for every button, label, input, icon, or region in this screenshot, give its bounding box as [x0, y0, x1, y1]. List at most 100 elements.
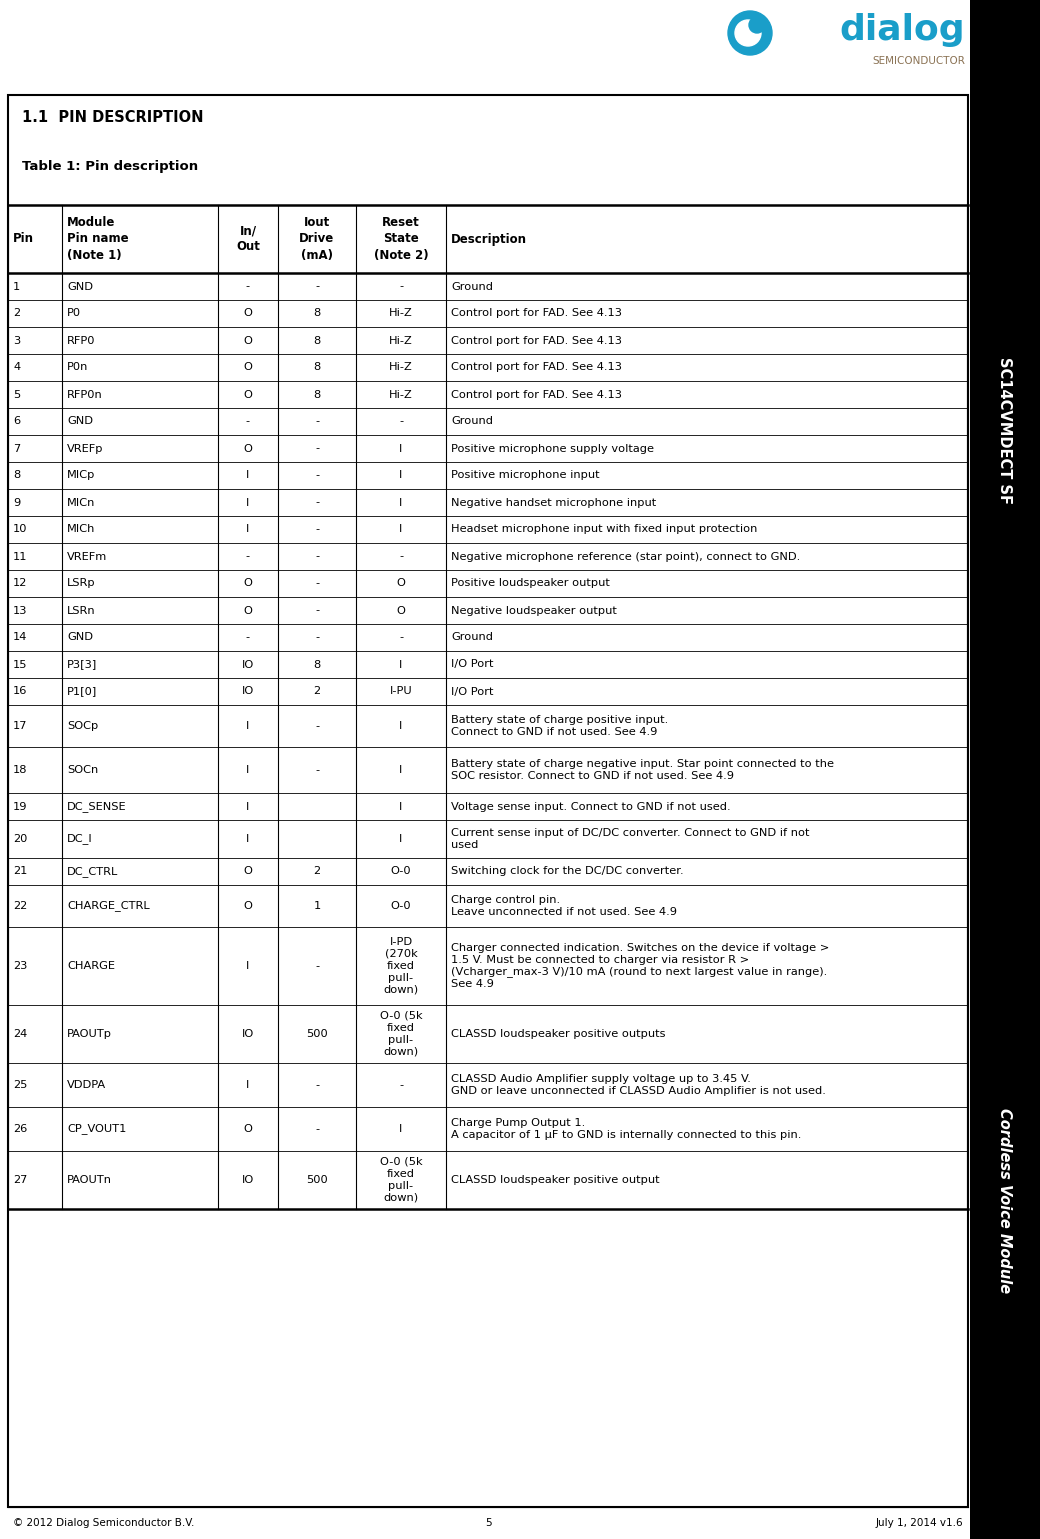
- Text: Charger connected indication. Switches on the device if voltage >
1.5 V. Must be: Charger connected indication. Switches o…: [451, 942, 829, 990]
- Text: I: I: [246, 525, 250, 534]
- Text: 12: 12: [12, 579, 27, 588]
- Circle shape: [749, 17, 765, 32]
- Text: P3[3]: P3[3]: [67, 660, 98, 669]
- Text: I: I: [246, 720, 250, 731]
- Text: I: I: [246, 834, 250, 843]
- Text: I/O Port: I/O Port: [451, 686, 494, 697]
- Text: RFP0: RFP0: [67, 336, 96, 345]
- Text: O: O: [396, 605, 406, 616]
- Text: Charge control pin.
Leave unconnected if not used. See 4.9: Charge control pin. Leave unconnected if…: [451, 896, 677, 917]
- Text: CHARGE: CHARGE: [67, 960, 115, 971]
- Text: -: -: [245, 551, 250, 562]
- Text: IO: IO: [242, 686, 254, 697]
- Text: Hi-Z: Hi-Z: [389, 308, 413, 319]
- Text: P0n: P0n: [67, 363, 88, 372]
- Text: -: -: [399, 1080, 404, 1090]
- Text: -: -: [315, 1080, 319, 1090]
- Text: 8: 8: [313, 308, 320, 319]
- Text: 500: 500: [306, 1174, 328, 1185]
- Text: PAOUTp: PAOUTp: [67, 1030, 112, 1039]
- Text: I: I: [399, 660, 402, 669]
- Text: Headset microphone input with fixed input protection: Headset microphone input with fixed inpu…: [451, 525, 757, 534]
- Text: Charge Pump Output 1.
A capacitor of 1 μF to GND is internally connected to this: Charge Pump Output 1. A capacitor of 1 μ…: [451, 1117, 802, 1140]
- Text: O: O: [243, 389, 253, 400]
- Text: 13: 13: [12, 605, 27, 616]
- Text: -: -: [315, 551, 319, 562]
- Text: O-0 (5k
fixed
pull-
down): O-0 (5k fixed pull- down): [380, 1011, 422, 1057]
- Text: I: I: [399, 1123, 402, 1134]
- Text: 20: 20: [12, 834, 27, 843]
- Text: In/
Out: In/ Out: [236, 225, 260, 254]
- Text: LSRn: LSRn: [67, 605, 96, 616]
- Text: O: O: [243, 1123, 253, 1134]
- Text: I-PD
(270k
fixed
pull-
down): I-PD (270k fixed pull- down): [384, 937, 418, 996]
- Text: O-0: O-0: [391, 866, 411, 877]
- Text: SC14CVMDECT SF: SC14CVMDECT SF: [997, 357, 1013, 505]
- Text: Iout
Drive
(mA): Iout Drive (mA): [300, 217, 335, 262]
- Text: VREFp: VREFp: [67, 443, 104, 454]
- Text: Positive microphone input: Positive microphone input: [451, 471, 600, 480]
- Text: 22: 22: [12, 900, 27, 911]
- Text: I: I: [399, 802, 402, 811]
- Text: I/O Port: I/O Port: [451, 660, 494, 669]
- Text: 11: 11: [12, 551, 27, 562]
- Text: 3: 3: [12, 336, 20, 345]
- Text: O-0 (5k
fixed
pull-
down): O-0 (5k fixed pull- down): [380, 1157, 422, 1203]
- Text: O: O: [243, 900, 253, 911]
- Text: DC_I: DC_I: [67, 834, 93, 845]
- Text: 14: 14: [12, 633, 27, 642]
- Text: Negative handset microphone input: Negative handset microphone input: [451, 497, 656, 508]
- Text: Voltage sense input. Connect to GND if not used.: Voltage sense input. Connect to GND if n…: [451, 802, 731, 811]
- Text: -: -: [315, 960, 319, 971]
- Text: -: -: [245, 417, 250, 426]
- Text: I: I: [246, 960, 250, 971]
- Text: 1: 1: [313, 900, 320, 911]
- Text: © 2012 Dialog Semiconductor B.V.: © 2012 Dialog Semiconductor B.V.: [12, 1517, 194, 1528]
- Text: VDDPA: VDDPA: [67, 1080, 106, 1090]
- Text: O-0: O-0: [391, 900, 411, 911]
- Text: Reset
State
(Note 2): Reset State (Note 2): [373, 217, 428, 262]
- Text: PAOUTn: PAOUTn: [67, 1174, 112, 1185]
- Text: P0: P0: [67, 308, 81, 319]
- Text: Description: Description: [451, 232, 527, 246]
- Text: I-PU: I-PU: [390, 686, 413, 697]
- Text: -: -: [245, 282, 250, 291]
- Text: -: -: [399, 551, 404, 562]
- Text: Control port for FAD. See 4.13: Control port for FAD. See 4.13: [451, 363, 622, 372]
- Text: Negative loudspeaker output: Negative loudspeaker output: [451, 605, 617, 616]
- Text: 2: 2: [12, 308, 20, 319]
- Text: I: I: [399, 497, 402, 508]
- Text: MICh: MICh: [67, 525, 96, 534]
- Text: I: I: [246, 1080, 250, 1090]
- Bar: [970, 0, 1040, 1539]
- Text: O: O: [243, 336, 253, 345]
- Text: O: O: [243, 363, 253, 372]
- Text: 21: 21: [12, 866, 27, 877]
- Text: MICn: MICn: [67, 497, 96, 508]
- Text: LSRp: LSRp: [67, 579, 96, 588]
- Text: Battery state of charge positive input.
Connect to GND if not used. See 4.9: Battery state of charge positive input. …: [451, 716, 669, 737]
- Text: DC_SENSE: DC_SENSE: [67, 800, 127, 813]
- Text: 23: 23: [12, 960, 27, 971]
- Text: I: I: [246, 802, 250, 811]
- Text: Module
Pin name
(Note 1): Module Pin name (Note 1): [67, 217, 129, 262]
- Text: -: -: [315, 525, 319, 534]
- Text: 8: 8: [313, 389, 320, 400]
- Text: VREFm: VREFm: [67, 551, 107, 562]
- Text: -: -: [315, 497, 319, 508]
- Text: SOCp: SOCp: [67, 720, 98, 731]
- Text: O: O: [243, 605, 253, 616]
- Text: I: I: [399, 471, 402, 480]
- Text: -: -: [315, 417, 319, 426]
- Text: 8: 8: [313, 660, 320, 669]
- Text: GND: GND: [67, 282, 93, 291]
- Text: 8: 8: [12, 471, 20, 480]
- Text: O: O: [396, 579, 406, 588]
- Text: Control port for FAD. See 4.13: Control port for FAD. See 4.13: [451, 389, 622, 400]
- Text: 19: 19: [12, 802, 27, 811]
- Text: 2: 2: [313, 686, 320, 697]
- Text: I: I: [399, 834, 402, 843]
- Text: -: -: [399, 417, 404, 426]
- Text: -: -: [315, 720, 319, 731]
- Text: 17: 17: [12, 720, 27, 731]
